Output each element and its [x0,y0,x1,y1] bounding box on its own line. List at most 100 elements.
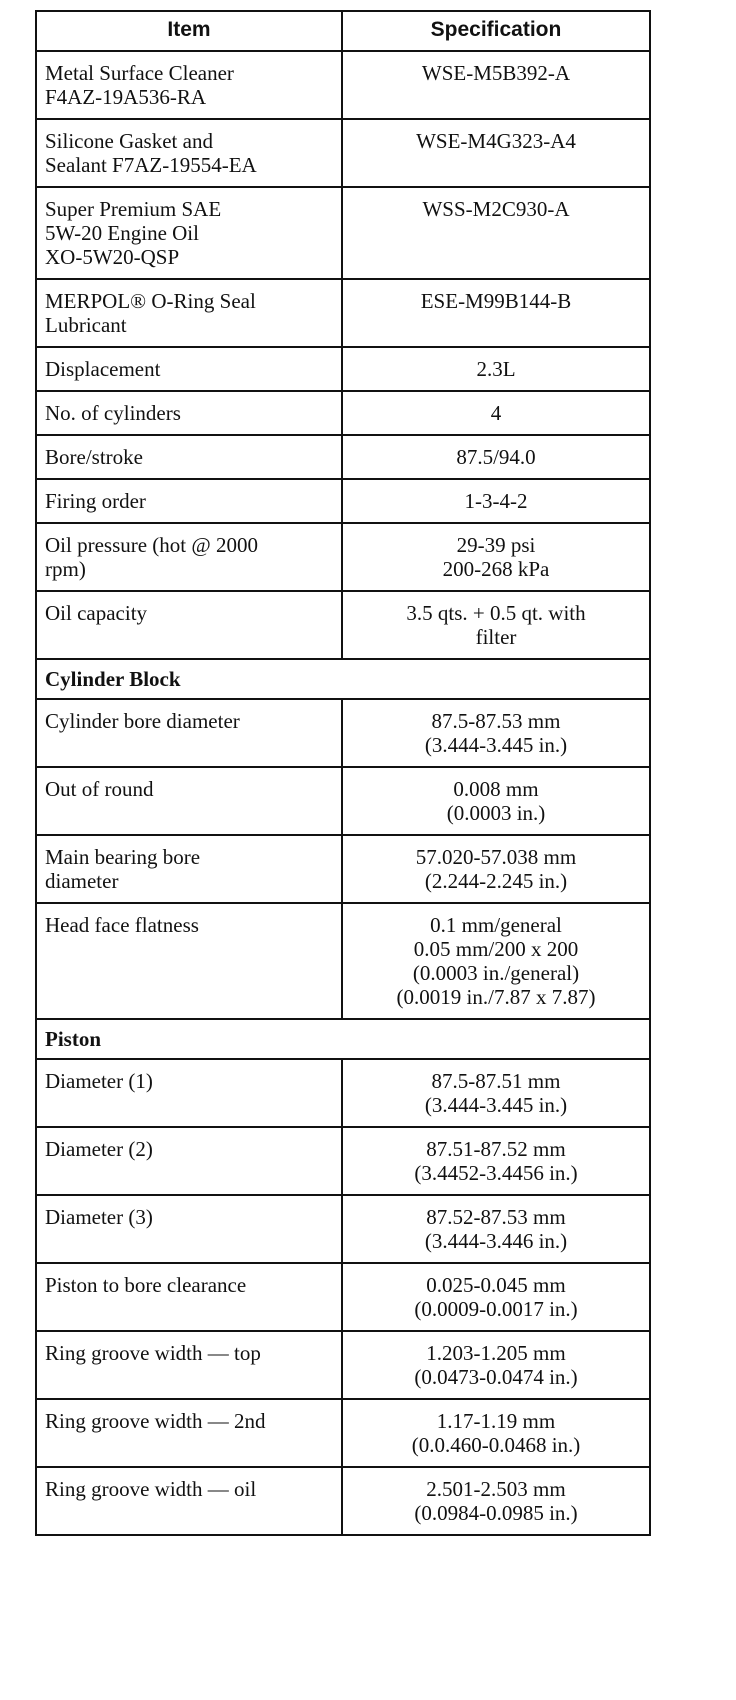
item-cell-line: Lubricant [45,313,127,337]
specification-cell-line: 1-3-4-2 [464,489,528,513]
item-cell-line: No. of cylinders [45,401,181,425]
item-cell: Metal Surface Cleaner F4AZ-19A536-RA [35,50,343,120]
section-header-row: Piston [35,1018,651,1060]
column-header-item: Item [35,10,343,52]
specification-cell: ESE-M99B144-B [341,278,651,348]
item-cell-line: Cylinder bore diameter [45,709,240,733]
specification-cell-line: (0.0003 in.) [446,801,546,825]
item-cell-line: MERPOL® O-Ring Seal [45,289,256,313]
item-cell: Silicone Gasket and Sealant F7AZ-19554-EA [35,118,343,188]
table-row: Diameter (1) 87.5-87.51 mm (3.444-3.445 in… [35,1058,651,1128]
item-cell-line: Super Premium SAE [45,197,222,221]
item-cell: Diameter (2) [35,1126,343,1196]
specification-cell-line: (0.0019 in./7.87 x 7.87) [396,985,596,1009]
item-cell: Super Premium SAE 5W-20 Engine Oil XO-5W20… [35,186,343,280]
specification-cell-line: 87.5-87.53 mm [431,709,561,733]
specification-cell-line: (2.244-2.245 in.) [424,869,568,893]
item-cell: No. of cylinders [35,390,343,436]
table-row: Ring groove width — 2nd 1.17-1.19 mm (0.0.… [35,1398,651,1468]
item-cell-line: Diameter (2) [45,1137,153,1161]
specification-cell-line: 2.3L [476,357,516,381]
specification-cell-line: WSE-M4G323-A4 [416,129,576,153]
item-cell-line: Ring groove width — 2nd [45,1409,266,1433]
specification-cell: 1.17-1.19 mm (0.0.460-0.0468 in.) [341,1398,651,1468]
table-row: Metal Surface Cleaner F4AZ-19A536-RA WSE-M… [35,50,651,120]
item-cell-line: Main bearing bore [45,845,201,869]
specification-cell: 3.5 qts. + 0.5 qt. with filter [341,590,651,660]
specification-cell: WSE-M4G323-A4 [341,118,651,188]
specification-cell: 0.008 mm (0.0003 in.) [341,766,651,836]
item-cell: Out of round [35,766,343,836]
specification-cell-line: 1.17-1.19 mm [436,1409,556,1433]
item-cell: Ring groove width — top [35,1330,343,1400]
specification-cell-line: (3.4452-3.4456 in.) [414,1161,578,1185]
item-cell-line: Firing order [45,489,146,513]
item-cell: Ring groove width — 2nd [35,1398,343,1468]
specification-cell-line: (0.0984-0.0985 in.) [414,1501,578,1525]
specification-table: Item Specification Metal Surface Cleaner… [35,10,651,1536]
item-cell: Oil capacity [35,590,343,660]
table-row: Ring groove width — top 1.203-1.205 mm (0.… [35,1330,651,1400]
specification-cell: 1-3-4-2 [341,478,651,524]
item-cell-line: Silicone Gasket and [45,129,213,153]
column-header-specification: Specification [341,10,651,52]
item-cell-line: diameter [45,869,119,893]
item-cell: Diameter (3) [35,1194,343,1264]
specification-cell: 87.52-87.53 mm (3.444-3.446 in.) [341,1194,651,1264]
item-cell: Displacement [35,346,343,392]
item-cell: MERPOL® O-Ring Seal Lubricant [35,278,343,348]
specification-cell-line: 0.008 mm [453,777,539,801]
section-title: Piston [35,1018,651,1060]
specification-cell-line: 87.52-87.53 mm [426,1205,566,1229]
specification-cell-line: 87.51-87.52 mm [426,1137,566,1161]
table-row: Displacement 2.3L [35,346,651,392]
specification-cell-line: 3.5 qts. + 0.5 qt. with [406,601,586,625]
item-cell: Piston to bore clearance [35,1262,343,1332]
specification-cell-line: 57.020-57.038 mm [415,845,577,869]
specification-cell: 4 [341,390,651,436]
specification-cell-line: (0.0009-0.0017 in.) [414,1297,578,1321]
item-cell-line: Diameter (1) [45,1069,153,1093]
table-row: Ring groove width — oil 2.501-2.503 mm (0.… [35,1466,651,1536]
item-cell: Ring groove width — oil [35,1466,343,1536]
specification-cell-line: (0.0003 in./general) [412,961,580,985]
section-header-row: Cylinder Block [35,658,651,700]
table-row: Oil capacity 3.5 qts. + 0.5 qt. with filte… [35,590,651,660]
specification-cell-line: WSS-M2C930-A [422,197,570,221]
item-cell-line: Out of round [45,777,154,801]
specification-cell: 87.5-87.53 mm (3.444-3.445 in.) [341,698,651,768]
item-cell-line: Sealant F7AZ-19554-EA [45,153,257,177]
table-row: Cylinder bore diameter 87.5-87.53 mm (3.44… [35,698,651,768]
item-cell: Firing order [35,478,343,524]
specification-cell-line: 1.203-1.205 mm [426,1341,566,1365]
table-row: Head face flatness 0.1 mm/general 0.05 mm/… [35,902,651,1020]
item-cell: Main bearing bore diameter [35,834,343,904]
item-cell: Head face flatness [35,902,343,1020]
specification-cell: 1.203-1.205 mm (0.0473-0.0474 in.) [341,1330,651,1400]
specification-cell-line: (3.444-3.445 in.) [424,1093,568,1117]
specification-cell-line: 0.025-0.045 mm [426,1273,566,1297]
specification-cell-line: 2.501-2.503 mm [426,1477,566,1501]
specification-cell: 2.501-2.503 mm (0.0984-0.0985 in.) [341,1466,651,1536]
specification-cell: WSE-M5B392-A [341,50,651,120]
specification-cell-line: 0.1 mm/general [430,913,562,937]
specification-cell: 29-39 psi 200-268 kPa [341,522,651,592]
specification-cell: 87.51-87.52 mm (3.4452-3.4456 in.) [341,1126,651,1196]
item-cell-line: Oil pressure (hot @ 2000 [45,533,258,557]
specification-cell-line: 87.5-87.51 mm [431,1069,561,1093]
item-cell: Bore/stroke [35,434,343,480]
item-cell-line: Head face flatness [45,913,199,937]
specification-cell: 57.020-57.038 mm (2.244-2.245 in.) [341,834,651,904]
specification-cell-line: (3.444-3.446 in.) [424,1229,568,1253]
item-cell-line: XO-5W20-QSP [45,245,180,269]
table-row: MERPOL® O-Ring Seal Lubricant ESE-M99B144-… [35,278,651,348]
item-cell-line: rpm) [45,557,86,581]
item-cell-line: Displacement [45,357,161,381]
table-row: Diameter (2) 87.51-87.52 mm (3.4452-3.4456… [35,1126,651,1196]
item-cell-line: F4AZ-19A536-RA [45,85,206,109]
item-cell-line: Diameter (3) [45,1205,153,1229]
table-header-row: Item Specification [35,10,651,52]
specification-cell: 2.3L [341,346,651,392]
table-row: Main bearing bore diameter 57.020-57.038 m… [35,834,651,904]
specification-cell-line: 87.5/94.0 [456,445,536,469]
